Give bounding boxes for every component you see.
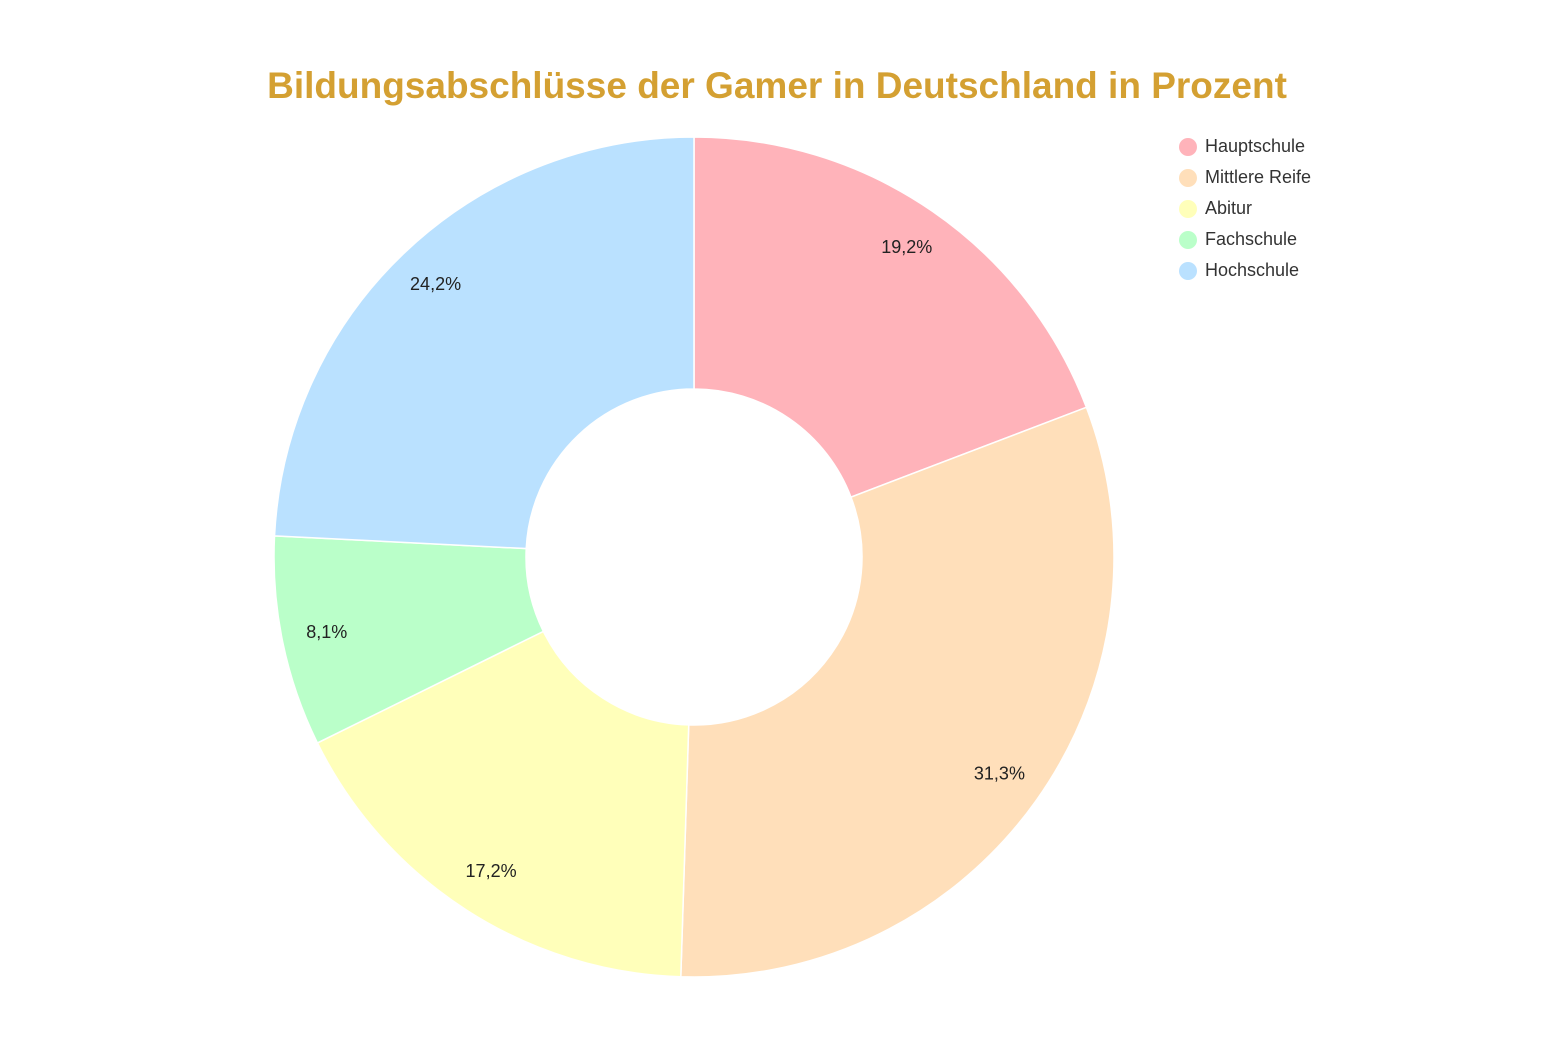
- chart-title: Bildungsabschlüsse der Gamer in Deutschl…: [267, 65, 1287, 106]
- donut-slice: [273, 535, 545, 744]
- slice-label: 31,3%: [974, 763, 1025, 783]
- slice-label: 8,1%: [306, 622, 347, 642]
- legend-label: Fachschule: [1205, 229, 1297, 249]
- slice-label: 24,2%: [410, 274, 461, 294]
- legend-marker: [1179, 262, 1197, 280]
- legend-label: Abitur: [1205, 198, 1252, 218]
- slice-label: 19,2%: [881, 237, 932, 257]
- legend-label: Mittlere Reife: [1205, 167, 1311, 187]
- legend-label: Hochschule: [1205, 260, 1299, 280]
- legend-label: Hauptschule: [1205, 136, 1305, 156]
- donut-slice: [680, 406, 1115, 978]
- slice-label: 17,2%: [466, 861, 517, 881]
- legend-marker: [1179, 169, 1197, 187]
- legend-marker: [1179, 231, 1197, 249]
- legend-marker: [1179, 138, 1197, 156]
- legend-marker: [1179, 200, 1197, 218]
- donut-slice: [273, 136, 695, 550]
- donut-slice: [316, 630, 690, 978]
- donut-slice: [693, 136, 1088, 499]
